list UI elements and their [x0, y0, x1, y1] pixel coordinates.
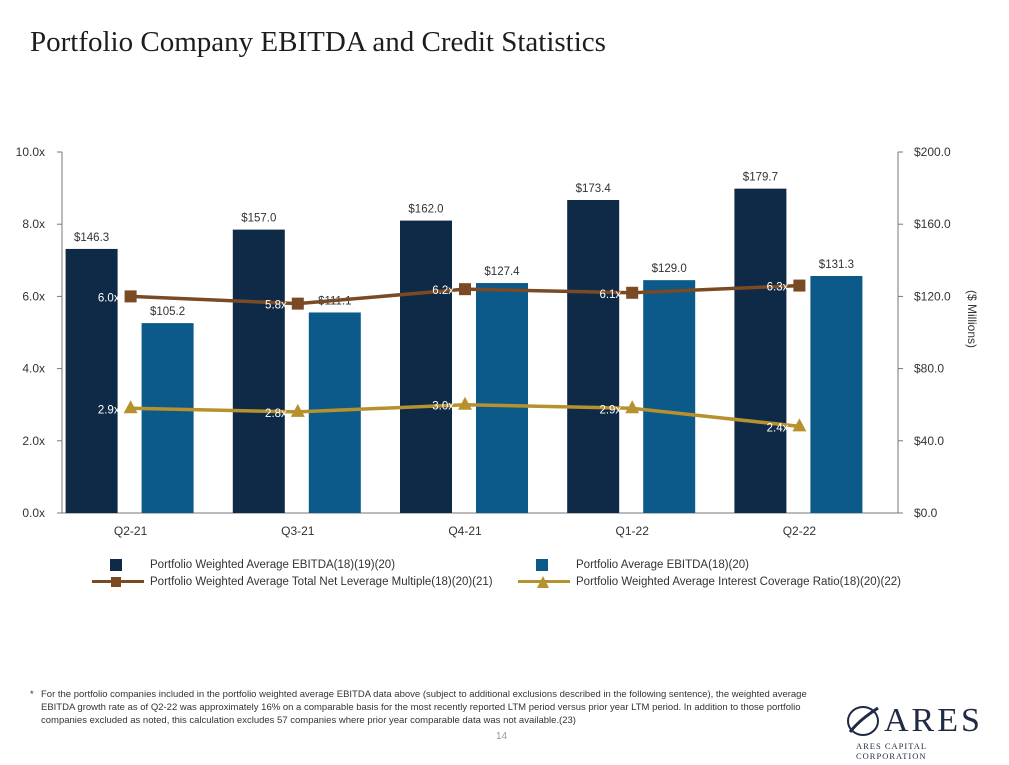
data-label-interest-coverage: 2.9x: [599, 404, 621, 416]
data-label-interest-coverage: 2.9x: [98, 404, 120, 416]
data-label-leverage: 6.1x: [599, 289, 621, 301]
data-label-interest-coverage: 2.4x: [767, 422, 789, 434]
bar-weighted-ebitda: [567, 200, 620, 513]
x-tick-label: Q2-22: [783, 524, 817, 538]
x-tick-label: Q1-22: [616, 524, 650, 538]
logo-wordmark: ARES: [884, 702, 983, 739]
marker-interest-coverage: [123, 400, 138, 414]
y-right-tick-label: $40.0: [914, 434, 944, 448]
bar-avg-ebitda-label: $131.3: [819, 259, 854, 271]
y-left-tick-label: 0.0x: [22, 506, 45, 520]
bar-weighted-ebitda: [400, 220, 452, 513]
y-left-tick-label: 8.0x: [22, 217, 45, 231]
marker-interest-coverage: [792, 418, 807, 432]
x-tick-label: Q4-21: [448, 524, 482, 538]
bar-weighted-ebitda-label: $157.0: [241, 213, 276, 225]
logo-ring-icon: [847, 706, 879, 736]
y-right-tick-label: $160.0: [914, 217, 951, 231]
bar-weighted-ebitda-label: $146.3: [74, 232, 109, 244]
combo-chart: 0.0x 2.0x 4.0x 6.0x 8.0x 10.0x $0.0 $40.0 $80.0 $…: [16, 145, 979, 538]
footnote-text: For the portfolio companies included in …: [41, 689, 807, 726]
bar-weighted-ebitda: [734, 188, 787, 514]
x-tick-label: Q2-21: [114, 524, 148, 538]
data-label-leverage: 6.2x: [432, 285, 454, 297]
bar-weighted-ebitda-label: $173.4: [576, 183, 612, 195]
chart-legend-right: Portfolio Average EBITDA(18)(20) Portfol…: [518, 556, 901, 590]
bar-avg-ebitda-label: $105.2: [150, 306, 185, 318]
bar-avg-ebitda-label: $129.0: [652, 263, 687, 275]
bar-avg-ebitda-label: $127.4: [484, 266, 520, 278]
legend-item-avg-ebitda: Portfolio Average EBITDA(18)(20): [518, 556, 901, 573]
y-right-tick-label: $200.0: [914, 145, 951, 159]
bar-weighted-ebitda: [65, 248, 118, 513]
logo-subtitle: ARES CAPITAL CORPORATION: [856, 741, 927, 761]
y-left-tick-label: 2.0x: [22, 434, 45, 448]
page-number: 14: [496, 731, 508, 742]
bar-weighted-ebitda-label: $179.7: [743, 172, 778, 184]
legend-swatch-avg-ebitda: [518, 558, 570, 572]
y-right-tick-label: $0.0: [914, 506, 938, 520]
data-label-interest-coverage: 2.8x: [265, 408, 287, 420]
bar-weighted-ebitda-label: $162.0: [408, 204, 443, 216]
page-title: Portfolio Company EBITDA and Credit Stat…: [30, 26, 606, 58]
data-label-leverage: 6.0x: [98, 292, 120, 304]
legend-swatch-interest-coverage: [518, 575, 570, 589]
legend-swatch-leverage: [92, 575, 144, 589]
legend-label-weighted-ebitda: Portfolio Weighted Average EBITDA(18)(19…: [150, 558, 396, 571]
y-left-tick-label: 6.0x: [22, 289, 45, 303]
y-left-tick-label: 4.0x: [22, 362, 45, 376]
marker-leverage: [124, 290, 137, 303]
legend-label-avg-ebitda: Portfolio Average EBITDA(18)(20): [576, 558, 750, 571]
marker-interest-coverage: [290, 403, 305, 417]
footnote-marker: *: [30, 689, 34, 700]
y-right-tick-label: $120.0: [914, 289, 951, 303]
data-label-leverage: 5.8x: [265, 300, 287, 312]
marker-interest-coverage: [458, 396, 472, 410]
legend-item-interest-coverage: Portfolio Weighted Average Interest Cove…: [518, 573, 901, 590]
data-label-interest-coverage: 3.0x: [432, 401, 454, 413]
marker-leverage: [291, 297, 304, 310]
y-right-axis-label: ($ Millions): [965, 290, 979, 348]
chart-legend: Portfolio Weighted Average EBITDA(18)(19…: [92, 556, 493, 590]
marker-interest-coverage: [625, 400, 640, 414]
legend-item-leverage: Portfolio Weighted Average Total Net Lev…: [92, 573, 493, 590]
ares-logo: ARES ARES CAPITAL CORPORATION: [842, 700, 992, 761]
y-left-tick-label: 10.0x: [16, 145, 45, 159]
y-right-tick-label: $80.0: [914, 362, 944, 376]
bar-avg-ebitda: [141, 323, 194, 513]
marker-leverage: [459, 283, 471, 296]
legend-item-weighted-ebitda: Portfolio Weighted Average EBITDA(18)(19…: [92, 556, 493, 573]
legend-swatch-weighted-ebitda: [92, 558, 144, 572]
bar-avg-ebitda: [643, 280, 696, 513]
bar-avg-ebitda: [810, 276, 863, 513]
data-label-leverage: 6.3x: [767, 282, 789, 294]
legend-label-interest-coverage: Portfolio Weighted Average Interest Cove…: [576, 575, 901, 588]
bar-weighted-ebitda: [232, 229, 285, 513]
marker-leverage: [626, 286, 639, 299]
legend-label-leverage: Portfolio Weighted Average Total Net Lev…: [150, 575, 493, 588]
marker-leverage: [793, 279, 806, 292]
bar-avg-ebitda: [476, 283, 528, 513]
x-tick-label: Q3-21: [281, 524, 315, 538]
